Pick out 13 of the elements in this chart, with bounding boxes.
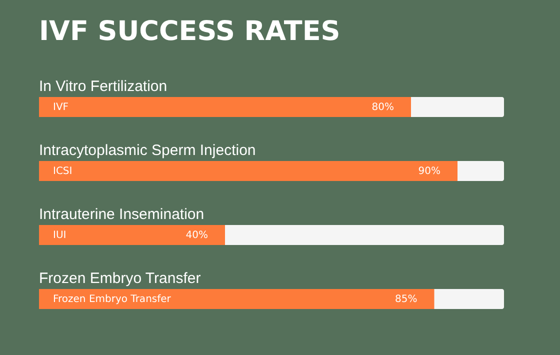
data-label: 85%	[395, 294, 418, 305]
chart-title: IVF SUCCESS RATES	[39, 16, 340, 47]
y-tick-label: Intracytoplasmic Sperm Injection	[39, 142, 256, 159]
y-tick-label: In Vitro Fertilization	[39, 78, 168, 95]
data-label: 90%	[418, 166, 440, 177]
annotation: ICSI	[53, 166, 72, 177]
y-tick-label: Frozen Embryo Transfer	[39, 270, 201, 287]
y-tick-label: Intrauterine Insemination	[39, 206, 204, 223]
annotation: IUI	[53, 230, 66, 241]
data-label: 80%	[372, 102, 394, 113]
annotation: Frozen Embryo Transfer	[53, 294, 172, 305]
data-label: 40%	[186, 230, 208, 241]
annotation: IVF	[53, 102, 69, 113]
